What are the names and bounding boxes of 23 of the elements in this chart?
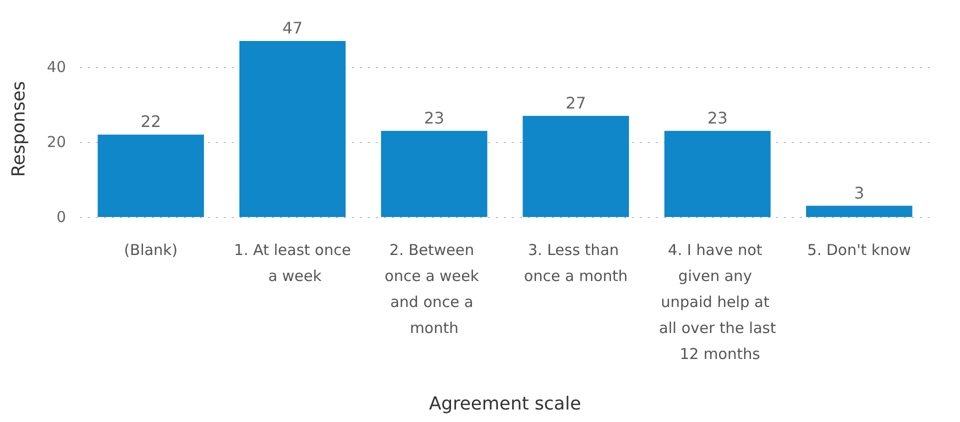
x-tick-label: (Blank) [124, 241, 178, 259]
data-label: 3 [854, 183, 864, 202]
bar [98, 134, 204, 217]
y-axis-title: Responses [8, 81, 30, 177]
y-tick-label: 20 [46, 133, 66, 152]
x-tick-label: 5. Don't know [807, 241, 912, 259]
x-tick-label: 1. At least once a week [234, 241, 351, 285]
data-label: 23 [424, 108, 444, 128]
data-label: 27 [566, 93, 586, 112]
data-label: 47 [282, 18, 303, 38]
data-label: 22 [140, 112, 162, 132]
x-tick-label: 4. I have not given any unpaid help at all over the last 12 months [659, 241, 776, 363]
bar [806, 206, 912, 217]
bar [239, 41, 346, 217]
x-tick-label: 2. Between once a week and once a month [384, 241, 484, 337]
x-axis-title: Agreement scale [428, 394, 582, 414]
y-tick-label: 40 [46, 58, 66, 76]
data-label: 23 [707, 108, 728, 128]
y-tick-label: 0 [56, 208, 66, 226]
x-tick-label: 3. Less than once a month [524, 241, 628, 285]
bar [381, 130, 488, 217]
bar [522, 116, 629, 217]
bar [664, 130, 771, 217]
